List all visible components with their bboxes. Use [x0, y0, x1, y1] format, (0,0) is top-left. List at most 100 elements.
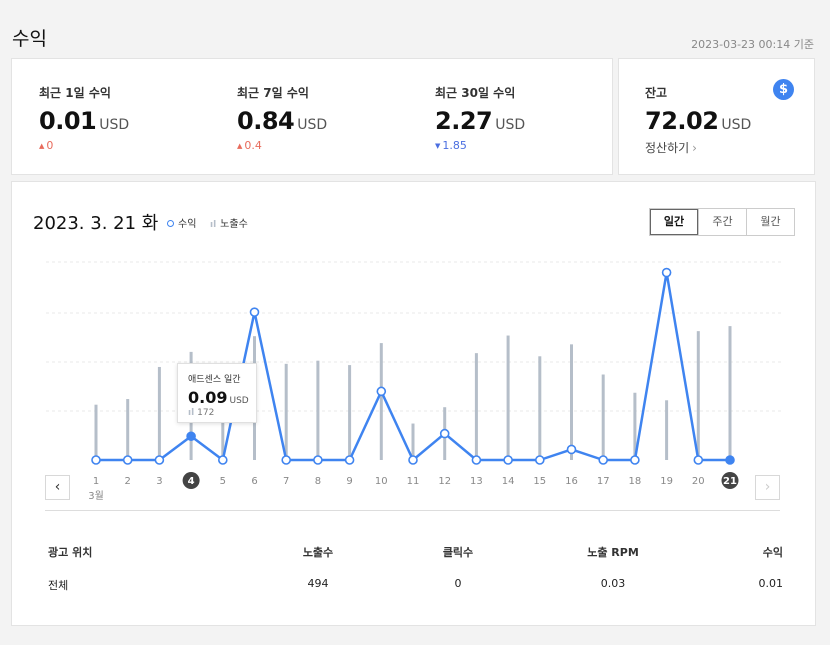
x-tick-label: 19: [660, 476, 673, 487]
x-tick-label: 2: [125, 476, 131, 487]
header-clicks: 클릭수: [442, 546, 474, 559]
impressions-bar: [284, 363, 288, 460]
x-tick-label: 5: [220, 476, 226, 487]
x-tick-label: 11: [407, 476, 420, 487]
earnings-point: [566, 444, 577, 455]
x-tick-label: 21: [723, 476, 737, 487]
impressions-bar: [665, 400, 669, 460]
earnings-point: [661, 267, 672, 278]
next-button[interactable]: ›: [755, 475, 780, 500]
stat-label: 최근 7일 수익: [237, 86, 309, 100]
balance-label: 잔고: [645, 86, 668, 100]
impressions-bar: [506, 335, 510, 460]
stat-delta: ▼ 1.85: [435, 139, 467, 152]
earnings-point: [725, 455, 735, 465]
earnings-point: [122, 455, 133, 465]
earnings-point: [344, 455, 355, 465]
earnings-point: [249, 307, 260, 317]
period-tabs: 일간 주간 월간: [649, 208, 795, 236]
stat-number: 0.84: [237, 107, 295, 135]
x-tick-label: 7: [283, 476, 289, 487]
impressions-bar: [570, 344, 573, 460]
earnings-summary-card: 최근 1일 수익 0.01 USD ▲ 0 최근 7일 수익 0.84 USD ▲ 0.…: [11, 58, 613, 175]
legend-earnings-label: 수익: [178, 219, 197, 230]
header-ad-position: 광고 위치: [48, 546, 93, 559]
cell-impressions: 494: [307, 577, 329, 590]
impressions-bar: [728, 326, 732, 460]
triangle-up-icon: ▲: [39, 142, 45, 150]
chart-tooltip: 애드센스 일간 0.09 USD ıl 172: [177, 363, 257, 423]
legend-impressions-label: 노출수: [220, 219, 248, 230]
stat-delta-value: 0.4: [244, 139, 262, 152]
impressions-bar: [538, 356, 542, 460]
impressions-bar: [157, 366, 161, 460]
stat-value: 0.84 USD: [237, 107, 327, 135]
balance-unit: USD: [721, 117, 752, 133]
stat-label: 최근 30일 수익: [435, 86, 516, 100]
tooltip-unit: USD: [229, 396, 249, 406]
stat-number: 2.27: [435, 107, 493, 135]
settle-label: 정산하기: [645, 141, 690, 155]
earnings-point: [281, 455, 292, 465]
x-tick-label: 17: [597, 476, 610, 487]
earnings-point: [154, 455, 165, 465]
x-tick-label: 3: [156, 476, 162, 487]
tooltip-title: 애드센스 일간: [188, 375, 241, 385]
tab-weekly[interactable]: 주간: [698, 209, 746, 235]
as-of-timestamp: 2023-03-23 00:14 기준: [691, 38, 814, 51]
x-tick-label: 15: [533, 476, 546, 487]
triangle-up-icon: ▲: [237, 142, 243, 150]
stat-label: 최근 1일 수익: [39, 86, 111, 100]
stat-unit: USD: [297, 117, 328, 133]
earnings-point: [376, 386, 387, 397]
impressions-bar: [411, 423, 415, 460]
prev-button[interactable]: ‹: [45, 475, 70, 500]
chevron-right-icon: ›: [692, 141, 697, 155]
stat-value: 0.01 USD: [39, 107, 129, 135]
page-title: 수익: [12, 28, 47, 50]
triangle-down-icon: ▼: [435, 142, 441, 150]
impressions-bar: [633, 392, 637, 460]
earnings-point: [439, 428, 450, 439]
stat-delta-value: 1.85: [442, 139, 467, 152]
settle-link[interactable]: 정산하기 ›: [645, 139, 697, 156]
balance-card: 잔고 72.02 USD $ 정산하기 ›: [618, 58, 815, 175]
x-tick-label: 16: [565, 476, 578, 487]
stat-delta-value: 0: [46, 139, 54, 152]
x-tick-label: 4: [188, 476, 195, 487]
x-tick-label: 12: [438, 476, 451, 487]
x-label-highlight: [721, 472, 739, 489]
cell-rpm: 0.03: [600, 577, 626, 590]
tab-monthly[interactable]: 월간: [746, 209, 794, 235]
impressions-bar: [348, 365, 352, 460]
tooltip-number: 0.09: [188, 388, 228, 407]
impressions-bar: [379, 343, 383, 460]
x-tick-label: 1: [93, 476, 99, 487]
earnings-point: [408, 455, 418, 465]
earnings-point: [630, 455, 640, 465]
earnings-point: [218, 455, 228, 465]
x-tick-label: 20: [692, 476, 705, 487]
tab-daily[interactable]: 일간: [650, 209, 698, 235]
bar-chart-icon: ıl: [188, 408, 195, 418]
stat-number: 0.01: [39, 107, 97, 135]
x-tick-label: 9: [346, 476, 352, 487]
tooltip-impressions-value: 172: [197, 408, 215, 418]
impressions-bar: [316, 360, 320, 460]
stat-delta: ▲ 0: [39, 139, 53, 152]
x-tick-label: 14: [502, 476, 515, 487]
circle-marker-icon: [167, 220, 174, 227]
impressions-bar: [474, 353, 478, 460]
balance-value: 72.02 USD: [645, 107, 751, 135]
impressions-bar: [94, 404, 98, 460]
tooltip-value: 0.09 USD: [188, 388, 249, 407]
stat-unit: USD: [495, 117, 526, 133]
x-tick-label: 18: [629, 476, 642, 487]
dollar-icon: $: [773, 79, 794, 100]
balance-number: 72.02: [645, 107, 719, 135]
legend-impressions: ıl 노출수: [210, 215, 248, 230]
header-rpm: 노출 RPM: [587, 546, 639, 559]
chart-date: 2023. 3. 21 화: [33, 213, 159, 234]
cell-clicks: 0: [454, 577, 462, 590]
